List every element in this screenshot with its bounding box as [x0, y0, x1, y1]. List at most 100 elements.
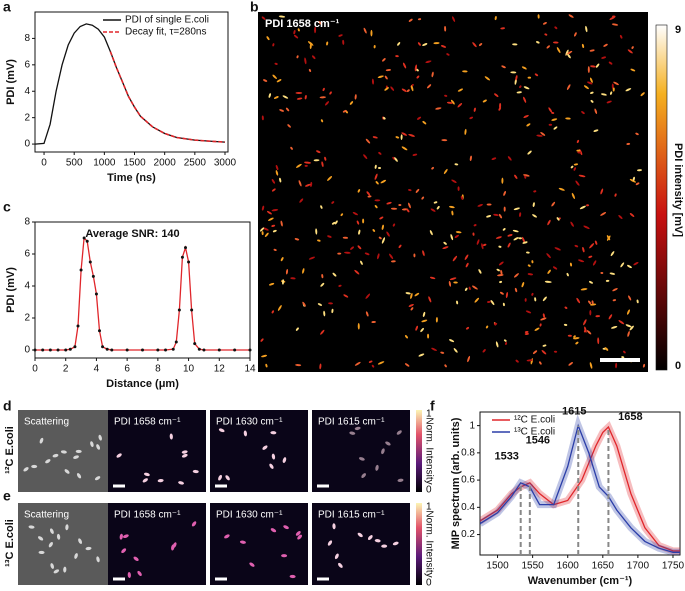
- bacterium: [586, 330, 592, 335]
- bacterium: [581, 111, 585, 114]
- bacterium: [462, 70, 468, 73]
- bacterium: [322, 87, 325, 92]
- bacterium: [261, 354, 268, 358]
- plot-frame: [34, 221, 251, 359]
- y-tick-label: 4: [24, 281, 30, 292]
- bacterium: [586, 204, 590, 207]
- x-tick-label: 14: [244, 364, 256, 375]
- y-tick-label: 0.6: [461, 475, 475, 486]
- bacterium: [429, 230, 433, 236]
- bacterium: [576, 149, 581, 152]
- bacterium: [282, 279, 285, 285]
- x-tick-label: 500: [66, 158, 83, 169]
- bacterium: [398, 244, 402, 249]
- data-point: [41, 348, 45, 352]
- data-point: [98, 329, 101, 333]
- bacterium: [304, 57, 307, 65]
- bacterium: [431, 166, 434, 170]
- bacterium: [314, 26, 317, 34]
- x-tick-label: 4: [94, 364, 100, 375]
- panel-letter: c: [3, 199, 11, 215]
- peak-label: 1533: [494, 451, 518, 463]
- bacterium: [276, 79, 282, 83]
- data-point: [82, 236, 86, 240]
- bacterium: [415, 188, 420, 193]
- bacterium: [278, 15, 286, 18]
- bacterium: [575, 341, 579, 345]
- bacterium: [64, 469, 70, 474]
- bacterium: [271, 209, 279, 212]
- bacterium: [625, 324, 632, 328]
- bacterium: [260, 227, 265, 232]
- bacterium: [404, 363, 410, 367]
- peak-label: 1658: [618, 411, 642, 423]
- tile-label: PDI 1630 cm⁻¹: [216, 417, 283, 428]
- bacterium: [573, 167, 576, 171]
- bacterium: [500, 27, 505, 30]
- bacterium: [472, 42, 477, 48]
- bacterium: [444, 94, 448, 97]
- bacterium: [63, 566, 67, 573]
- bacterium: [280, 220, 283, 227]
- bacterium: [327, 235, 332, 238]
- y-tick-label: 6: [24, 59, 30, 70]
- y-axis-label: PDI (mV): [5, 59, 17, 105]
- bacterium: [408, 18, 413, 22]
- bacterium: [415, 68, 419, 72]
- bacterium: [594, 108, 598, 114]
- bacterium: [357, 323, 360, 330]
- bacterium: [600, 212, 607, 216]
- tile-label: PDI 1658 cm⁻¹: [114, 510, 181, 521]
- bacterium: [243, 430, 248, 437]
- bacterium: [494, 93, 499, 98]
- bacterium: [574, 244, 579, 248]
- bacterium: [320, 282, 325, 287]
- bacterium: [364, 252, 370, 256]
- bacterium: [294, 238, 300, 241]
- bacterium: [523, 86, 530, 90]
- bacterium: [556, 47, 561, 54]
- bacterium: [578, 174, 586, 178]
- bacterium: [377, 361, 385, 365]
- bacterium: [31, 464, 38, 469]
- bacterium: [98, 434, 102, 441]
- bacterium: [285, 107, 290, 112]
- bacterium: [313, 159, 320, 162]
- bacterium: [610, 91, 613, 95]
- bacterium: [422, 311, 426, 317]
- bacterium: [270, 528, 277, 533]
- bacterium: [395, 55, 399, 58]
- series-line: [35, 23, 226, 145]
- bacterium: [571, 192, 575, 200]
- bacterium: [374, 173, 378, 180]
- bacterium: [450, 99, 455, 105]
- bacterium: [531, 292, 534, 296]
- bacterium: [367, 535, 373, 540]
- bacterium: [472, 232, 475, 236]
- bacterium: [402, 62, 407, 69]
- bacterium: [312, 55, 316, 60]
- data-point: [64, 348, 68, 352]
- bacterium: [640, 92, 645, 97]
- bacterium: [354, 269, 360, 275]
- bacterium: [290, 146, 293, 150]
- bacterium: [307, 41, 314, 46]
- bacterium: [323, 310, 326, 317]
- bacterium: [421, 319, 428, 323]
- bacterium: [401, 146, 408, 151]
- bacterium: [264, 232, 269, 238]
- bacterium: [574, 32, 577, 37]
- bacterium: [271, 188, 276, 192]
- colorbar-tick-label: 0: [426, 485, 432, 496]
- bacterium: [503, 206, 506, 212]
- data-point: [177, 308, 181, 312]
- bacterium: [317, 303, 322, 306]
- x-tick-label: 3000: [214, 158, 237, 169]
- bacterium: [271, 310, 275, 314]
- bacterium: [567, 53, 571, 59]
- legend-label: PDI of single E.coli: [125, 15, 209, 26]
- bacterium: [85, 546, 92, 551]
- bacterium: [468, 286, 471, 291]
- bacterium: [143, 472, 150, 477]
- legend-label: ¹³C E.coli: [514, 427, 555, 438]
